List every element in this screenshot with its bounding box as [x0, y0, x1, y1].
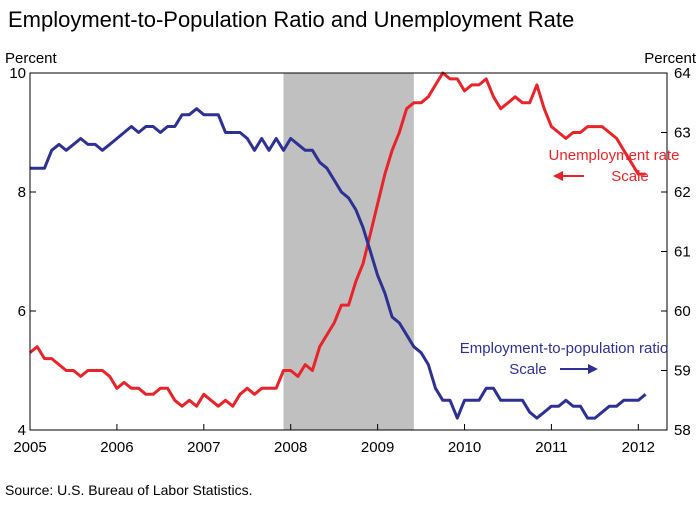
x-tick-label: 2007 — [187, 439, 220, 456]
x-axis: 2005 2006 2007 2008 2009 2010 2011 2012 — [13, 424, 655, 456]
right-tick-label: 64 — [674, 65, 691, 82]
recession-shading — [283, 73, 414, 430]
x-tick-label: 2008 — [274, 439, 307, 456]
left-tick-label: 8 — [18, 184, 26, 201]
left-tick-label: 6 — [18, 303, 26, 320]
left-tick-label: 4 — [18, 422, 26, 439]
right-axis-unit-label: Percent — [644, 50, 697, 67]
left-axis-unit-label: Percent — [5, 50, 58, 67]
left-axis: 10 8 6 4 — [9, 65, 36, 439]
x-tick-label: 2010 — [448, 439, 481, 456]
x-tick-label: 2012 — [622, 439, 655, 456]
right-tick-label: 62 — [674, 184, 691, 201]
plot-frame — [29, 72, 668, 431]
right-axis: 64 63 62 61 60 59 58 — [661, 65, 691, 439]
right-tick-label: 61 — [674, 244, 691, 261]
x-tick-label: 2006 — [100, 439, 133, 456]
employment-ratio-line — [30, 107, 647, 420]
unemployment-annotation-title: Unemployment rate — [549, 147, 680, 164]
employment-annotation-scale: Scale — [509, 361, 547, 378]
x-tick-label: 2005 — [13, 439, 46, 456]
unemployment-annotation-scale: Scale — [611, 168, 649, 185]
x-tick-label: 2009 — [361, 439, 394, 456]
employment-scale-arrow-icon — [560, 364, 598, 374]
right-tick-label: 59 — [674, 363, 691, 380]
right-tick-label: 58 — [674, 422, 691, 439]
employment-annotation-title: Employment-to-population ratio — [460, 340, 668, 357]
x-tick-label: 2011 — [535, 439, 567, 456]
left-tick-label: 10 — [9, 65, 26, 82]
unemployment-scale-arrow-icon — [553, 171, 584, 181]
chart-title: Employment-to-Population Ratio and Unemp… — [8, 7, 574, 32]
source-note: Source: U.S. Bureau of Labor Statistics. — [5, 482, 252, 498]
right-tick-label: 60 — [674, 303, 691, 320]
unemployment-rate-line — [29, 71, 646, 408]
right-tick-label: 63 — [674, 125, 691, 142]
